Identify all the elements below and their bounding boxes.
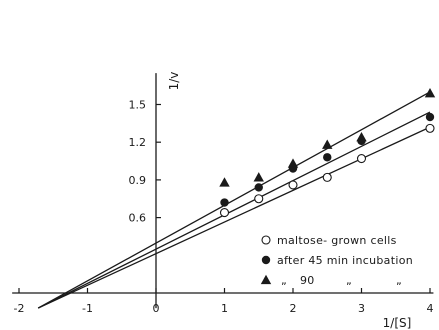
- legend-marker: [261, 255, 271, 265]
- legend-label: after 45 min incubation: [277, 254, 413, 267]
- axis-labels: 1/v 1/[S]: [167, 72, 411, 330]
- data-point: [219, 177, 230, 187]
- legend-label: maltose- grown cells: [277, 234, 397, 247]
- x-tick-label: 3: [358, 302, 365, 315]
- data-point: [288, 180, 298, 190]
- legend-label-part: „: [281, 274, 287, 287]
- data-point: [287, 158, 299, 168]
- data-point: [254, 194, 264, 204]
- data-point: [425, 123, 435, 133]
- legend: maltose- grown cells after 45 min incubat…: [260, 234, 413, 287]
- x-tick-label: 4: [427, 302, 434, 315]
- x-tick-label: -1: [82, 302, 93, 315]
- y-tick-label: 0.9: [129, 174, 147, 187]
- data-point: [219, 208, 230, 218]
- data-point: [322, 139, 333, 149]
- data-point: [323, 153, 332, 162]
- data-point: [424, 87, 436, 98]
- data-points: [219, 87, 436, 218]
- data-point: [322, 172, 332, 182]
- data-point: [425, 112, 435, 122]
- data-point: [254, 183, 263, 192]
- data-point: [356, 153, 367, 164]
- y-tick-label: 1.2: [129, 136, 147, 149]
- fit-line: [37, 111, 431, 309]
- fit-lines: [37, 91, 431, 309]
- y-axis-label: 1/v: [167, 72, 181, 91]
- legend-label-part: „: [346, 274, 352, 287]
- legend-label-part: „: [396, 274, 402, 287]
- fit-line: [37, 126, 431, 309]
- data-point: [220, 198, 229, 207]
- x-tick-label: 0: [153, 302, 160, 315]
- legend-marker: [261, 235, 271, 245]
- x-tick-label: 1: [221, 302, 228, 315]
- y-tick-label: 1.5: [129, 98, 147, 111]
- x-tick-label: -2: [14, 302, 25, 315]
- y-tick-label: 0.6: [129, 212, 147, 225]
- legend-label-part: 90: [300, 274, 315, 287]
- x-tick-label: 2: [290, 302, 297, 315]
- x-axis-label: 1/[S]: [383, 316, 412, 330]
- fit-line: [37, 91, 431, 309]
- axes: -2 -1 0 1 2 3 4 0.6 0.9 1.2 1.5: [12, 73, 434, 315]
- legend-marker: [260, 274, 272, 285]
- data-point: [253, 172, 264, 182]
- data-point: [356, 131, 367, 142]
